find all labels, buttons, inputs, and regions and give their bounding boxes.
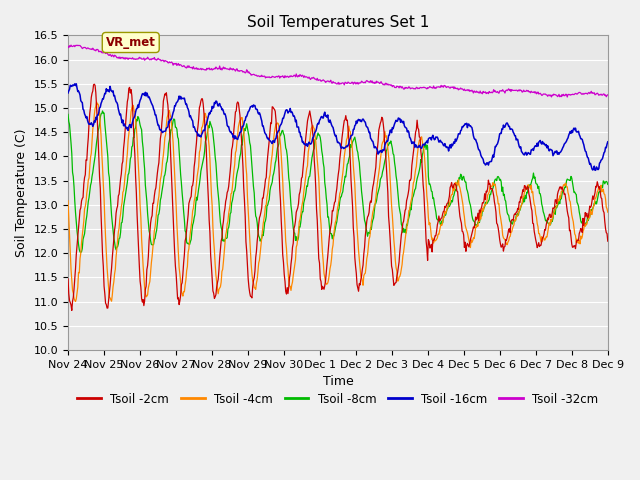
Title: Soil Temperatures Set 1: Soil Temperatures Set 1 [246,15,429,30]
X-axis label: Time: Time [323,375,353,388]
Text: VR_met: VR_met [106,36,156,49]
Legend: Tsoil -2cm, Tsoil -4cm, Tsoil -8cm, Tsoil -16cm, Tsoil -32cm: Tsoil -2cm, Tsoil -4cm, Tsoil -8cm, Tsoi… [73,388,603,410]
Y-axis label: Soil Temperature (C): Soil Temperature (C) [15,129,28,257]
